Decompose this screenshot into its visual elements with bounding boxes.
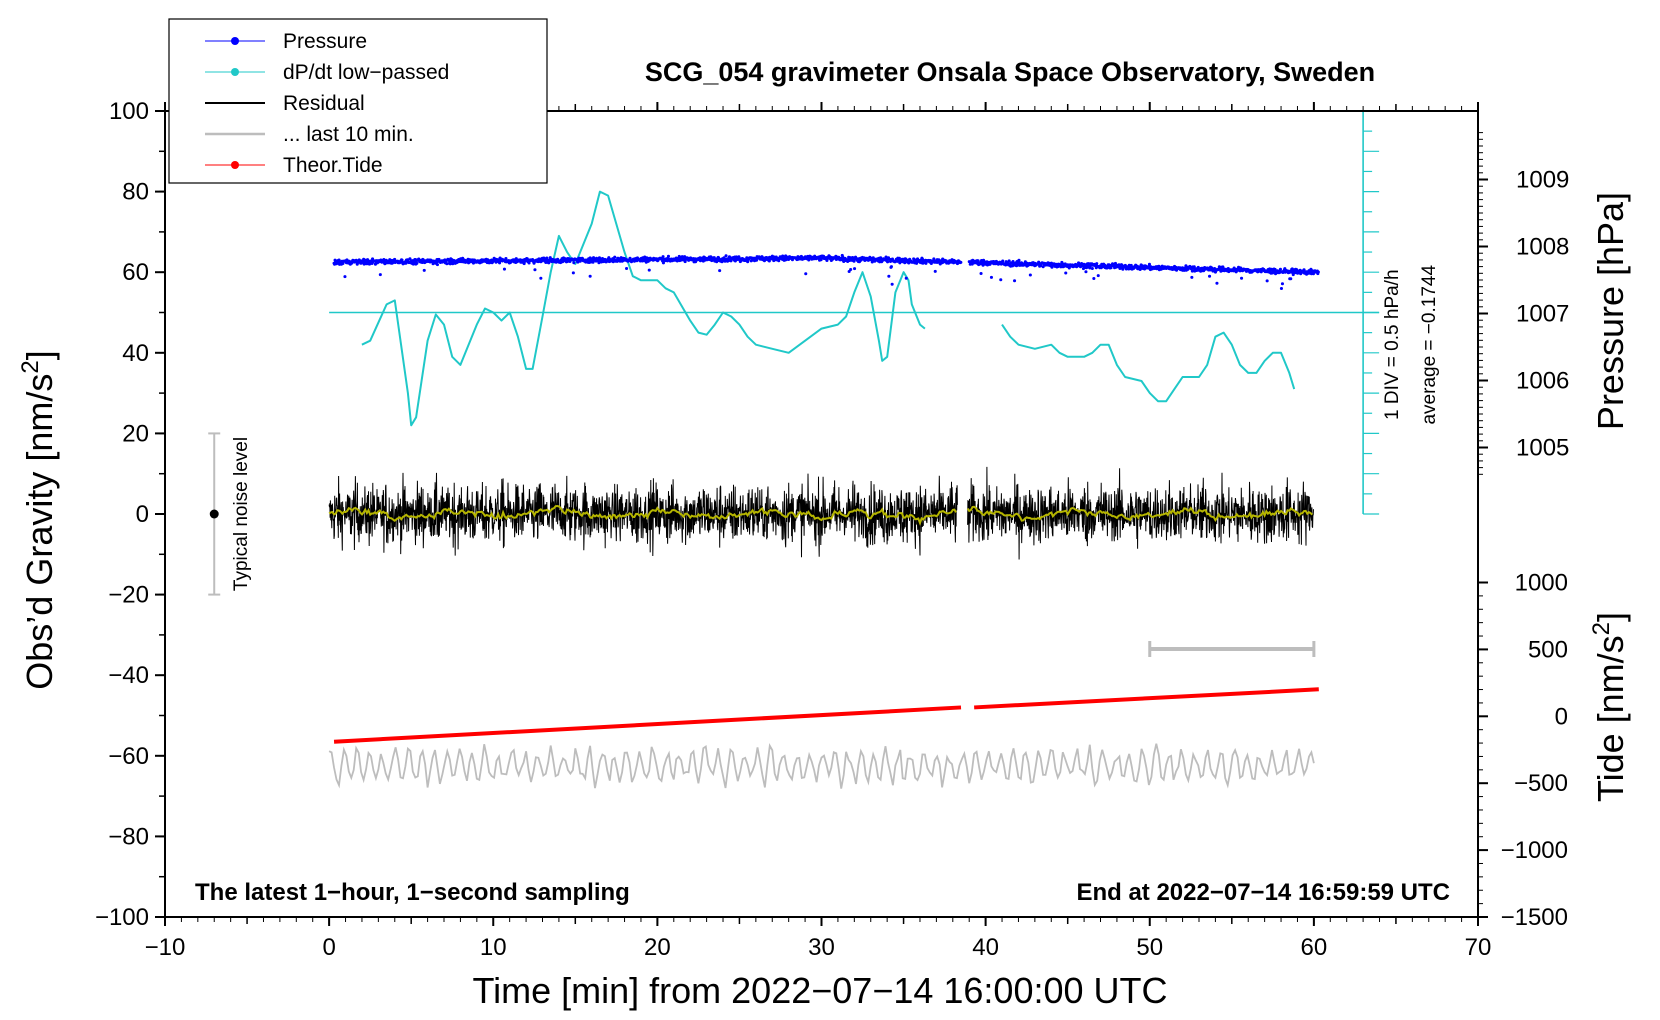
tide-axis-title: Tide [nm/s2] (1588, 612, 1631, 802)
x-tick-label: 0 (322, 934, 335, 961)
y-left-tick-label: −20 (108, 582, 149, 609)
last-10-min-line (328, 743, 1315, 789)
series-layer (328, 190, 1320, 789)
noise-level-indicator: Typical noise level (208, 432, 252, 596)
x-tick-label: 70 (1465, 934, 1492, 961)
y-left-tick-label: 80 (122, 179, 149, 206)
legend-label: ... last 10 min. (283, 123, 414, 146)
tide-title-main: Tide [nm/s (1590, 635, 1631, 802)
tide-title-close: ] (1590, 612, 1631, 622)
x-tick-label: 20 (644, 934, 671, 961)
pressure-tick-label: 1006 (1516, 368, 1569, 395)
x-tick-label: 30 (808, 934, 835, 961)
chart-title: SCG_054 gravimeter Onsala Space Observat… (645, 57, 1375, 87)
y-left-axis-title: Obs’d Gravity [nm/s2] (17, 350, 60, 689)
noise-bar-label: Typical noise level (231, 437, 252, 591)
x-tick-label: −10 (145, 934, 186, 961)
y-left-tick-label: 60 (122, 259, 149, 286)
tide-tick-label: −1000 (1501, 837, 1568, 864)
legend-box (168, 18, 548, 184)
legend-label: Residual (283, 92, 365, 115)
legend-marker (231, 68, 239, 76)
plot-area: 1 DIV = 0.5 hPa/h average = −0.1744 (164, 110, 1479, 918)
y-left-tick-label: −100 (95, 904, 149, 931)
pressure-points (332, 253, 1320, 290)
y-left-title-sup: 2 (17, 360, 44, 373)
y-left-tick-label: −60 (108, 743, 149, 770)
legend-label: dP/dt low−passed (283, 61, 449, 84)
x-tick-label: 50 (1136, 934, 1163, 961)
tide-title-sup: 2 (1588, 622, 1615, 635)
x-axis-title: Time [min] from 2022−07−14 16:00:00 UTC (472, 970, 1167, 1011)
dpdt-line (1001, 324, 1296, 403)
legend-label: Pressure (283, 30, 367, 53)
y-left-title-close: ] (19, 350, 60, 360)
dpdt-average-label: average = −0.1744 (1419, 265, 1440, 425)
dpdt-div-label: 1 DIV = 0.5 hPa/h (1382, 269, 1403, 420)
sampling-annotation: The latest 1−hour, 1−second sampling (195, 879, 630, 906)
residual-line (328, 466, 1314, 560)
x-tick-label: 40 (972, 934, 999, 961)
residual-smoothed-line (328, 504, 1313, 526)
tide-tick-label: −500 (1514, 770, 1568, 797)
x-tick-label: 60 (1301, 934, 1328, 961)
y-left-tick-label: 0 (136, 501, 149, 528)
y-left-tick-label: −40 (108, 662, 149, 689)
tide-tick-label: 0 (1555, 703, 1568, 730)
y-left-tick-label: −80 (108, 823, 149, 850)
tide-tick-label: 1000 (1515, 570, 1568, 597)
y-left-title-main: Obs’d Gravity [nm/s (19, 374, 60, 690)
theor-tide-line (333, 705, 962, 744)
end-time-annotation: End at 2022−07−14 16:59:59 UTC (1076, 879, 1450, 906)
legend-marker (231, 161, 239, 169)
legend: Pressure dP/dt low−passed Residual ... last… (168, 18, 548, 184)
pressure-tick-label: 1007 (1516, 301, 1569, 328)
tide-tick-label: −1500 (1501, 904, 1568, 931)
dpdt-scale: 1 DIV = 0.5 hPa/h average = −0.1744 (329, 110, 1440, 515)
last-10-min-bar (1148, 641, 1316, 658)
y-left-tick-label: 20 (122, 420, 149, 447)
theor-tide-line (974, 687, 1319, 710)
x-tick-label: 10 (480, 934, 507, 961)
pressure-tick-label: 1008 (1516, 234, 1569, 261)
ticks-layer: −10 0 10 20 30 40 50 60 70100806040200−20−40−60−… (95, 98, 1569, 961)
dpdt-line (361, 190, 926, 427)
tide-tick-label: 500 (1528, 636, 1568, 663)
legend-marker (231, 37, 239, 45)
y-left-tick-label: 40 (122, 340, 149, 367)
y-left-tick-label: 100 (109, 98, 149, 125)
pressure-tick-label: 1009 (1516, 167, 1569, 194)
legend-label: Theor.Tide (283, 154, 383, 177)
noise-bar-point (209, 509, 219, 519)
pressure-axis-title: Pressure [hPa] (1590, 192, 1631, 430)
pressure-tick-label: 1005 (1516, 435, 1569, 462)
